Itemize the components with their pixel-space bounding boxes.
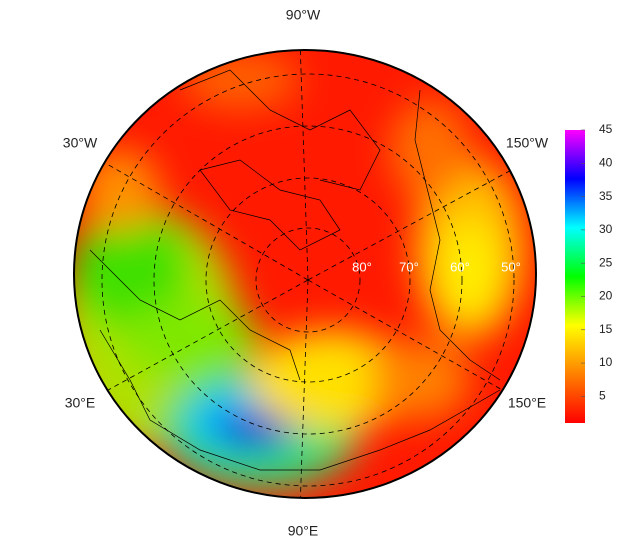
map-border (73, 49, 537, 499)
lon-label: 90°W (286, 7, 321, 23)
lon-label: 90°E (288, 523, 319, 539)
colorbar-tick-label: 15 (599, 322, 613, 336)
colorbar-fill (565, 130, 585, 423)
colorbar-tick-label: 10 (599, 355, 613, 369)
lat-label: 70° (399, 259, 419, 274)
colorbar-tick-label: 5 (599, 389, 606, 403)
colorbar-tick-label: 20 (599, 289, 613, 303)
lon-label: 150°W (506, 135, 549, 151)
lat-label: 80° (352, 259, 372, 274)
coastlines (89, 69, 501, 471)
colorbar-tick-label: 40 (599, 155, 613, 169)
colorbar-tick-label: 30 (599, 222, 613, 236)
lon-label: 30°E (65, 395, 96, 411)
lon-label: 30°W (63, 135, 98, 151)
lat-label: 60° (450, 259, 470, 274)
colorbar-tick-label: 25 (599, 255, 613, 269)
colorbar-tick-label: 45 (599, 122, 613, 136)
lat-label: 50° (501, 259, 521, 274)
field (74, 50, 536, 498)
colorbar-tick-label: 35 (599, 189, 613, 203)
graticule (89, 50, 531, 498)
colorbar: 5 10 15 20 25 30 35 40 45 (565, 122, 613, 423)
lon-label: 150°E (508, 395, 546, 411)
